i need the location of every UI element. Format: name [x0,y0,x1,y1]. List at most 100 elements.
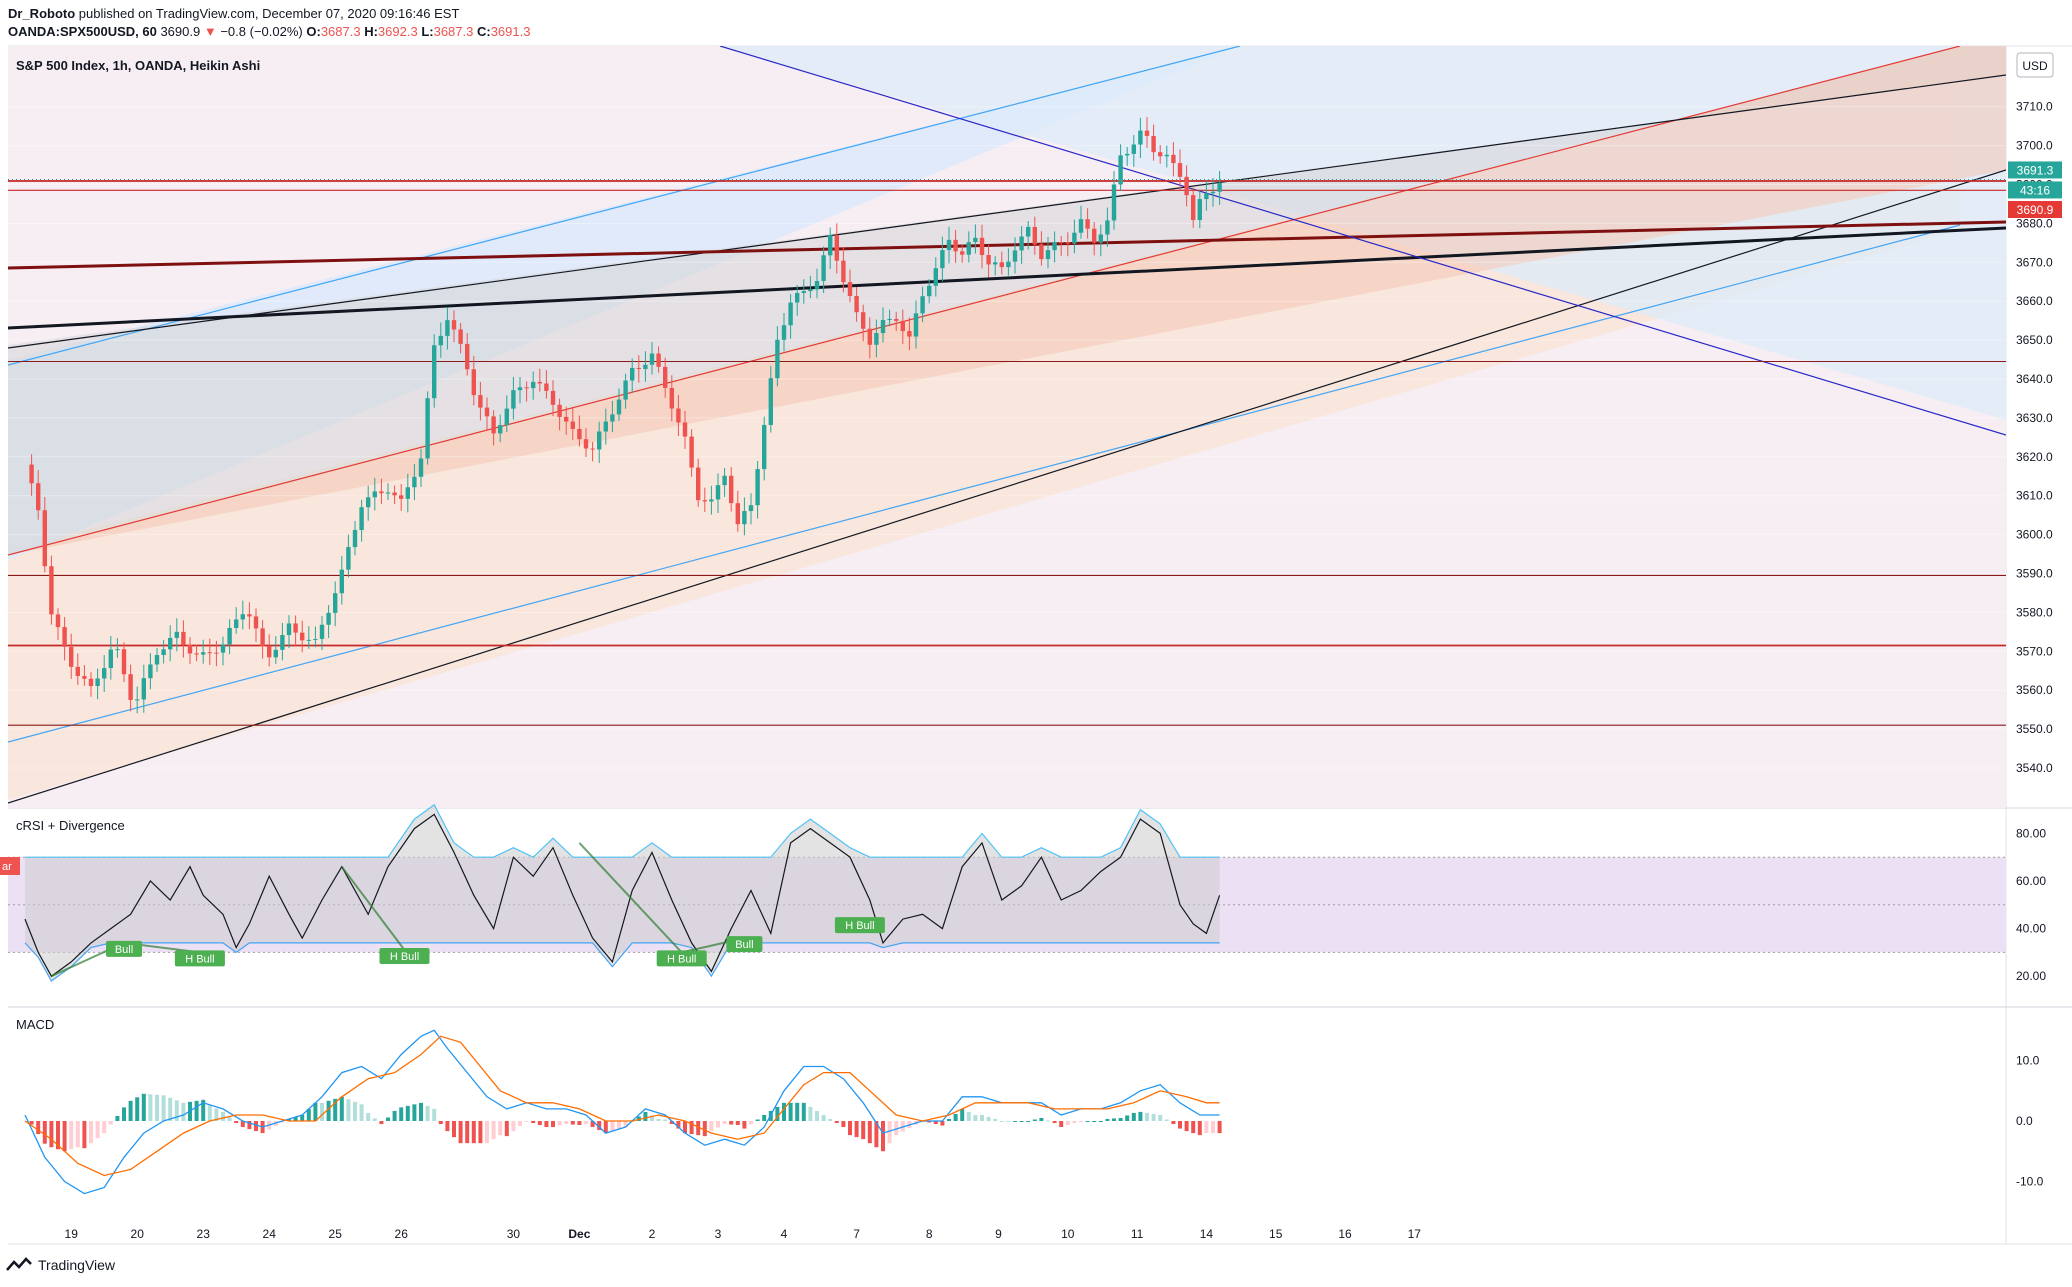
candle-body [359,507,364,530]
candle-body [973,237,978,243]
candle-body [1204,193,1209,200]
candle-body [405,487,410,499]
macd-histogram-bar [960,1108,965,1121]
candle-body [326,612,331,625]
macd-histogram-bar [452,1121,456,1138]
divergence-label: H Bull [390,951,419,963]
publish-line: Dr_Roboto published on TradingView.com, … [8,6,459,21]
macd-histogram-bar [986,1116,991,1121]
candle-body [550,390,556,405]
price-tick-label: 3670.0 [2016,255,2053,269]
macd-histogram-bar [339,1096,344,1121]
candle-body [471,369,476,396]
candle-body [729,475,734,504]
candle-body [854,295,859,313]
macd-histogram-bar [386,1117,390,1121]
macd-histogram-bar [1039,1117,1044,1121]
macd-histogram-bar [372,1118,377,1121]
crsi-upper-band [25,803,1220,858]
high-value: 3692.3 [377,24,418,39]
thick-black-trend-line [8,226,2006,330]
crsi-legend: cRSI + Divergence [16,818,125,833]
macd-histogram-bar [755,1119,760,1121]
macd-histogram-bar [848,1121,852,1136]
macd-histogram-bar [313,1102,318,1121]
candle-body [121,649,127,675]
published-text: published on TradingView.com, December 0… [78,6,460,21]
macd-histogram-bar [854,1121,859,1138]
candle-body [207,652,212,654]
macd-histogram-bar [29,1121,34,1125]
candle-body [128,674,133,700]
macd-histogram-bar [1059,1121,1064,1128]
divergence-label-box [174,950,225,967]
close-value: 3691.3 [490,24,531,39]
candle-body [927,285,932,297]
macd-histogram-bar [887,1121,892,1144]
time-tick-label: 16 [1338,1227,1352,1241]
candle-body [1184,176,1189,196]
candle-body [1078,219,1084,233]
candle-body [577,428,582,440]
macd-histogram-bar [1145,1112,1149,1121]
candle-body [966,242,971,255]
macd-histogram-bar [240,1121,245,1128]
candle-body [841,260,846,283]
candle-body [313,638,318,640]
macd-histogram-bar [280,1121,285,1123]
macd-histogram-bar [709,1121,714,1132]
time-tick-label: 23 [197,1227,211,1241]
price-tick-label: 3540.0 [2016,761,2053,775]
macd-histogram-bar [617,1121,621,1130]
macd-histogram-bar [194,1100,199,1121]
time-tick-label: 26 [395,1227,409,1241]
price-tick-label: 3570.0 [2016,644,2053,658]
candle-body [174,631,179,638]
footer-brand[interactable]: TradingView [6,1257,115,1273]
time-tick-label: 24 [263,1227,277,1241]
macd-histogram-bar [603,1121,608,1134]
candle-body [141,678,146,700]
candle-body [1125,153,1130,156]
candle-body [1092,228,1097,243]
open-value: 3687.3 [320,24,361,39]
candle-body [1197,199,1202,221]
candle-body [36,483,41,511]
candle-body [590,448,595,450]
macd-histogram-bar [1065,1121,1070,1126]
candle-body [425,398,430,459]
symbol-label[interactable]: OANDA:SPX500USD, 60 [8,24,157,39]
descending-blue-line [719,46,2006,436]
candle-body [735,503,740,525]
candle-body [663,366,668,388]
candle-body [795,293,800,303]
macd-histogram-bar [1217,1121,1222,1134]
candle-body [438,335,443,346]
macd-histogram-bar [742,1121,747,1129]
candle-body [498,425,503,434]
candle-body [75,666,80,677]
macd-histogram-bar [485,1121,489,1144]
candle-body [610,414,615,422]
candle-body [649,353,655,365]
macd-histogram-bar [689,1121,694,1135]
macd-histogram-bar [227,1117,232,1121]
time-tick-label: 10 [1061,1227,1075,1241]
macd-histogram-bar [577,1121,582,1126]
macd-histogram-bar [254,1121,258,1132]
crsi-lower-band [24,942,1220,982]
candle-body [234,619,239,628]
currency-button[interactable] [2016,52,2054,78]
macd-histogram-bar [841,1121,846,1128]
candle-body [946,239,952,251]
macd-histogram-bar [108,1121,113,1125]
macd-histogram-bar [834,1121,839,1124]
author-name[interactable]: Dr_Roboto [8,6,76,21]
candle-body [201,652,206,655]
candle-body [491,416,496,434]
candle-body [531,381,536,389]
price-tick-label: 3640.0 [2016,372,2053,386]
macd-tick-label: -10.0 [2016,1175,2044,1189]
macd-histogram-bar [399,1107,404,1121]
